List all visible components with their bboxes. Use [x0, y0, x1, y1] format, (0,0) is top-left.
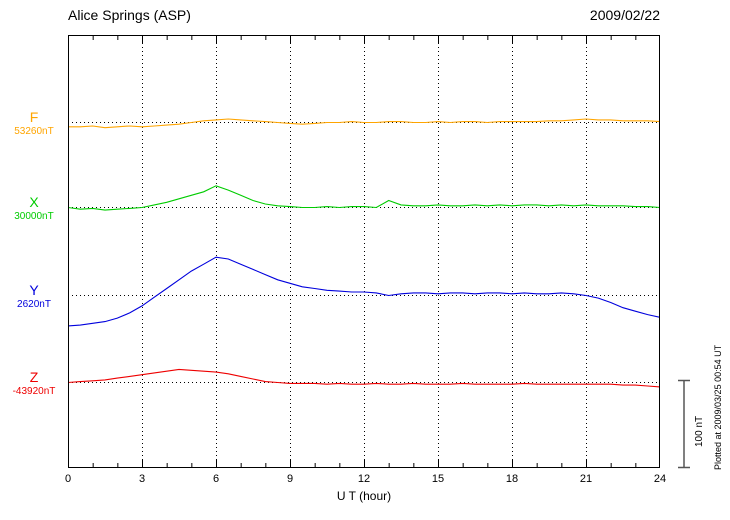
- x-tick-label: 12: [357, 473, 371, 485]
- x-tick-label: 21: [579, 473, 593, 485]
- page-title: Alice Springs (ASP): [68, 7, 191, 23]
- channel-baseline-y: 2620nT: [17, 299, 51, 310]
- channel-letter-y: Y: [29, 282, 39, 298]
- x-tick-label: 0: [64, 473, 72, 485]
- trace-F: [68, 118, 660, 129]
- trace-X: [68, 185, 660, 211]
- channel-baseline-z: -43920nT: [12, 386, 56, 397]
- x-tick-label: 24: [653, 473, 667, 485]
- x-tick-label: 9: [286, 473, 294, 485]
- channel-label-x: X 30000nT: [2, 195, 66, 223]
- channel-label-y: Y 2620nT: [2, 283, 66, 311]
- x-tick-label: 15: [431, 473, 445, 485]
- trace-Z: [68, 368, 660, 388]
- plotted-at-note: Plotted at 2009/03/25 00:54 UT: [713, 344, 723, 470]
- plot-frame: [68, 35, 660, 468]
- channel-baseline-x: 30000nT: [14, 211, 54, 222]
- channel-label-z: Z -43920nT: [2, 370, 66, 398]
- magnetogram-plot: [68, 35, 660, 468]
- x-tick-label: 18: [505, 473, 519, 485]
- channel-letter-f: F: [29, 109, 39, 125]
- channel-label-f: F 53260nT: [2, 110, 66, 138]
- x-tick-label: 3: [138, 473, 146, 485]
- channel-letter-x: X: [29, 194, 39, 210]
- x-axis-label: U T (hour): [336, 489, 392, 503]
- scale-bar-label: 100 nT: [694, 415, 705, 447]
- channel-baseline-f: 53260nT: [14, 126, 54, 137]
- channel-letter-z: Z: [29, 369, 39, 385]
- scale-bar: [678, 379, 690, 469]
- trace-Y: [68, 256, 660, 327]
- date-label: 2009/02/22: [589, 7, 660, 23]
- x-tick-label: 6: [212, 473, 220, 485]
